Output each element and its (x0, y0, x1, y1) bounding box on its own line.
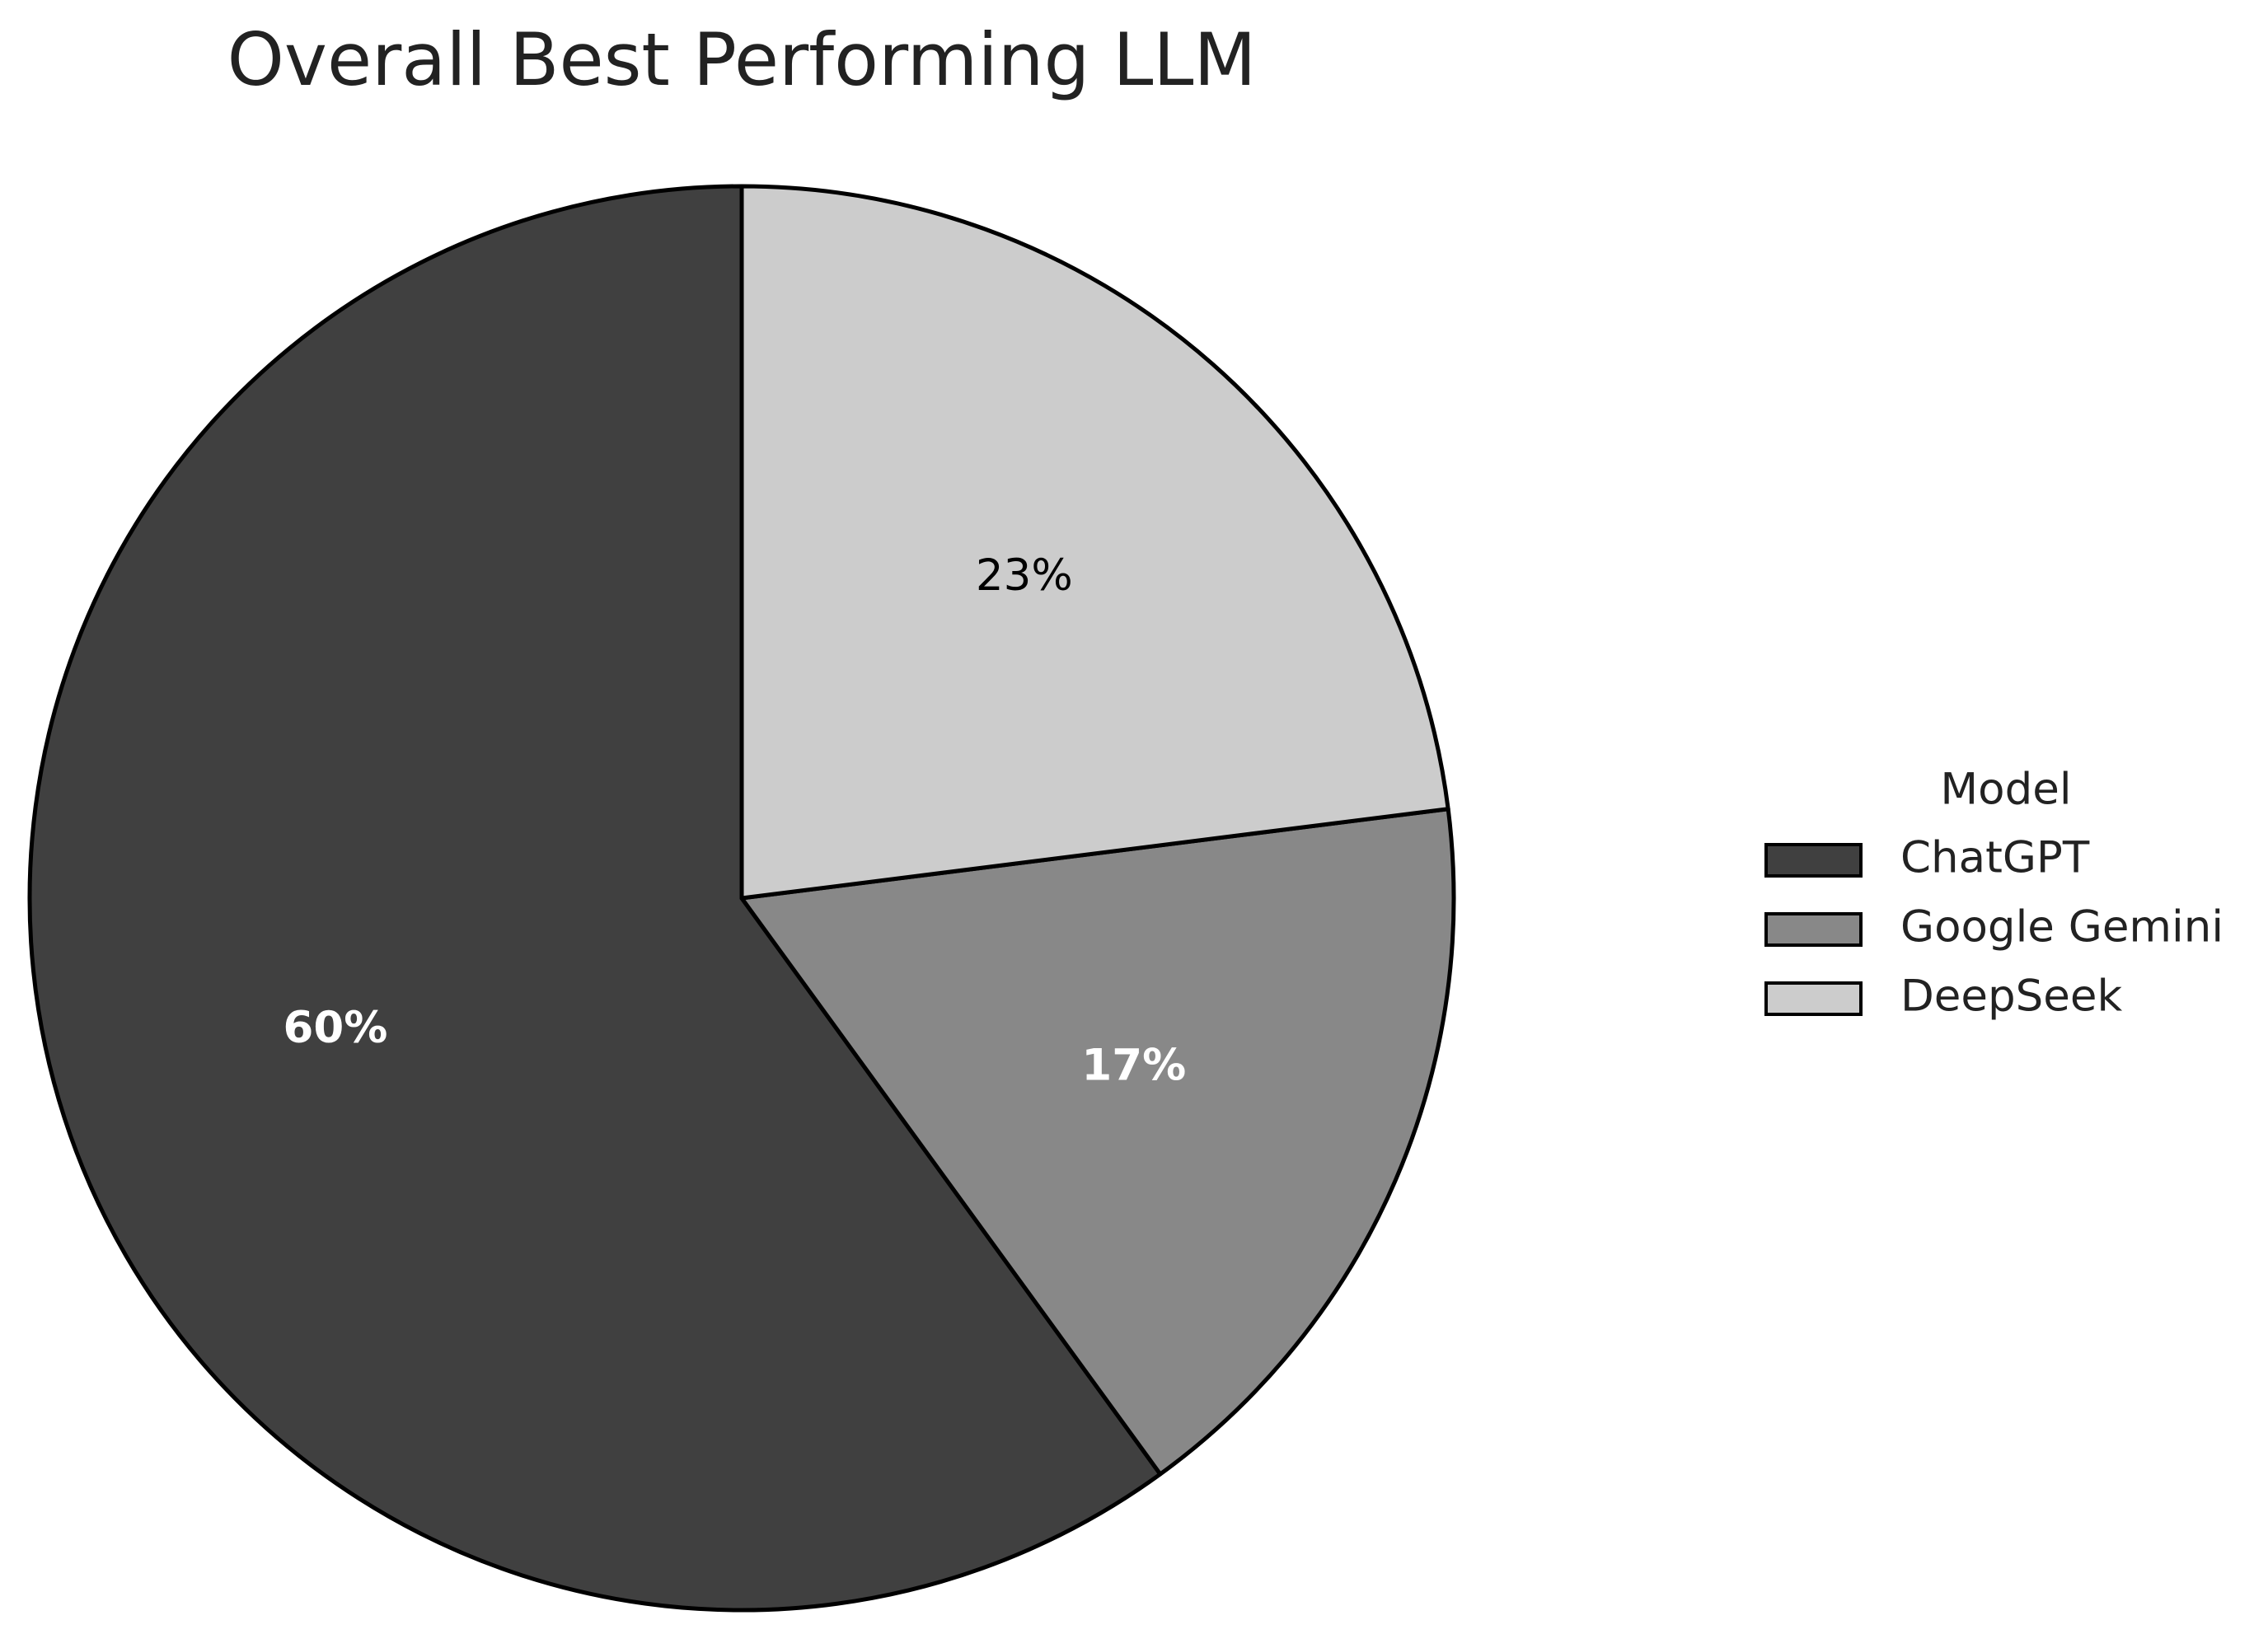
slice-label: 17% (1081, 1041, 1186, 1091)
pie-slice (739, 184, 1450, 901)
pie-slice (27, 184, 1163, 1613)
legend-title: Model (1940, 765, 2071, 815)
legend-swatch (1764, 912, 1863, 947)
legend-swatch (1764, 843, 1863, 878)
legend-swatch (1764, 981, 1863, 1016)
legend-label: DeepSeek (1900, 972, 2123, 1022)
slice-label: 23% (976, 550, 1073, 601)
legend-label: ChatGPT (1900, 833, 2090, 883)
pie-slice (739, 807, 1456, 1477)
slice-label: 60% (284, 1003, 388, 1053)
legend-label: Google Gemini (1900, 902, 2223, 953)
chart-title: Overall Best Performing LLM (227, 17, 1257, 102)
